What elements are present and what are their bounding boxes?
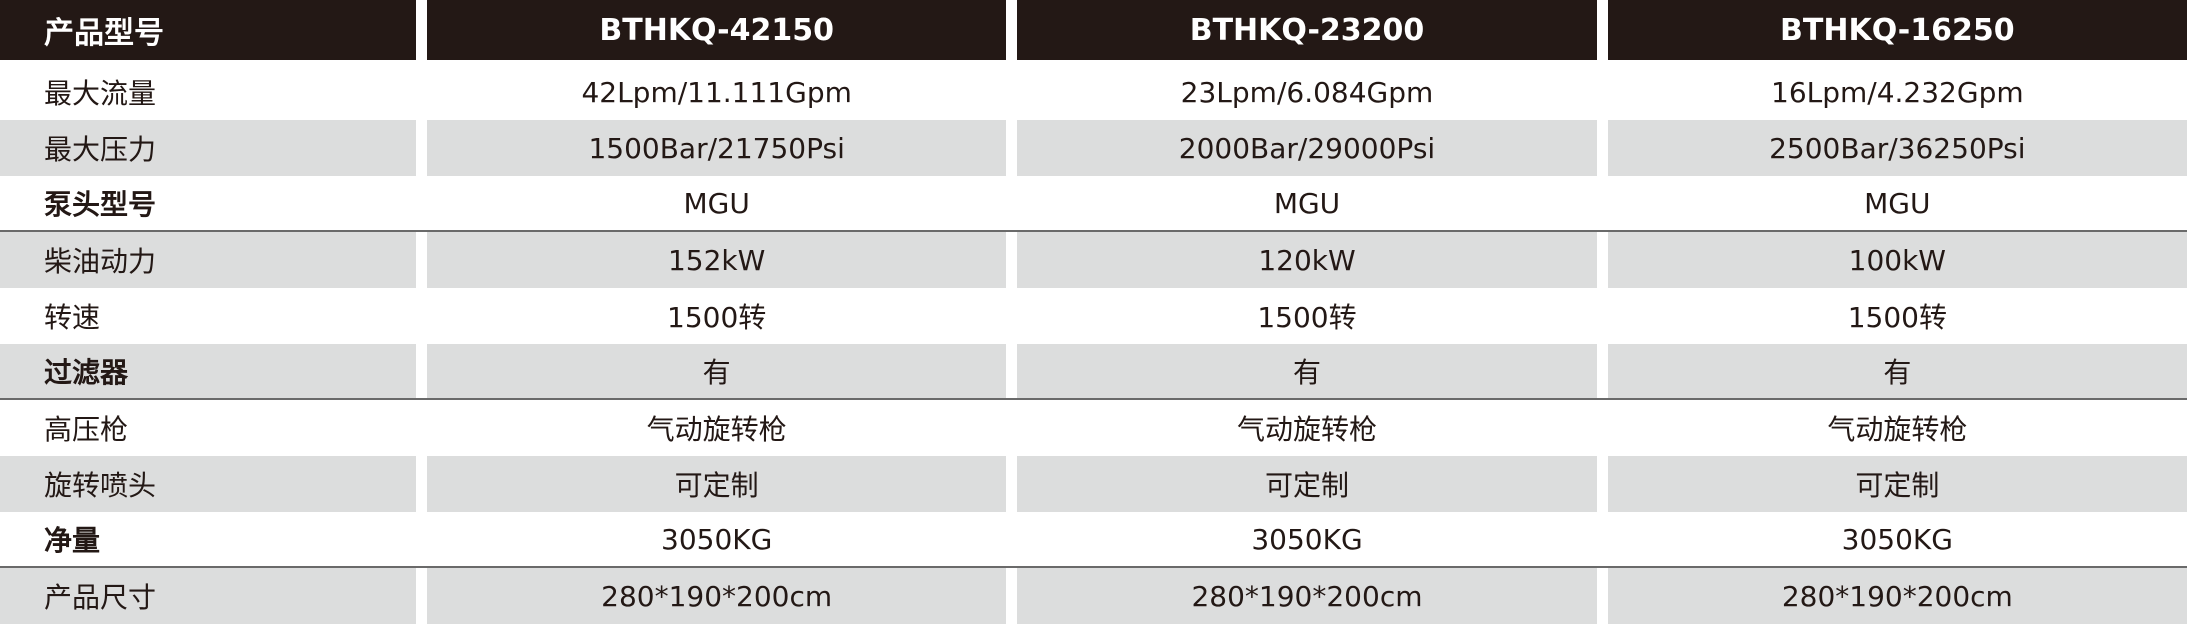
cell-value: MGU [1273,186,1341,220]
row-label: 泵头型号 [44,188,157,221]
cell-value: 3050KG [661,522,773,556]
cell-value: 2500Bar/36250Psi [1607,120,2187,176]
cell-value: 1500转 [667,301,767,334]
header-row: 产品型号 BTHKQ-42150 BTHKQ-23200 BTHKQ-16250 [0,0,2187,64]
data-row: 柴油动力 152kW 120kW 100kW [0,232,2187,288]
cell-value: MGU [1864,186,1931,220]
cell-value: 42Lpm/11.111Gpm [581,75,852,109]
row-label: 产品型号 [0,0,416,60]
cell-value: 280*190*200cm [1017,568,1597,624]
cell-value: 280*190*200cm [427,568,1007,624]
cell-value: 3050KG [1251,522,1363,556]
cell-value: 可定制 [1607,456,2187,512]
cell-value: 气动旋转枪 [1827,413,1968,446]
data-row: 产品尺寸 280*190*200cm 280*190*200cm 280*190*20… [0,568,2187,624]
cell-value: 1500Bar/21750Psi [427,120,1007,176]
cell-value: 可定制 [1017,456,1597,512]
cell-value: 2000Bar/29000Psi [1017,120,1597,176]
cell-value: 可定制 [427,456,1007,512]
data-row: 净量 3050KG 3050KG 3050KG [0,512,2187,568]
cell-value: BTHKQ-16250 [1607,0,2187,60]
cell-value: BTHKQ-23200 [1017,0,1597,60]
cell-value: 1500转 [1257,301,1357,334]
cell-value: 100kW [1607,232,2187,288]
row-label: 净量 [44,524,101,557]
row-label: 过滤器 [0,344,416,398]
cell-value: MGU [683,186,750,220]
cell-value: 有 [427,344,1007,398]
cell-value: 有 [1017,344,1597,398]
cell-value: 3050KG [1841,522,1953,556]
row-label: 最大流量 [44,77,157,110]
row-label: 旋转喷头 [0,456,416,512]
row-label: 转速 [44,301,101,334]
row-label: 最大压力 [0,120,416,176]
cell-value: BTHKQ-42150 [427,0,1007,60]
cell-value: 1500转 [1847,301,1947,334]
cell-value: 280*190*200cm [1607,568,2187,624]
cell-value: 152kW [427,232,1007,288]
cell-value: 气动旋转枪 [1236,413,1377,446]
row-label: 高压枪 [44,413,129,446]
data-row: 高压枪 气动旋转枪 气动旋转枪 气动旋转枪 [0,400,2187,456]
cell-value: 有 [1607,344,2187,398]
data-row: 最大流量 42Lpm/11.111Gpm 23Lpm/6.084Gpm 16Lpm/4… [0,64,2187,120]
cell-value: 气动旋转枪 [646,413,787,446]
cell-value: 16Lpm/4.232Gpm [1771,75,2024,109]
data-row: 泵头型号 MGU MGU MGU [0,176,2187,232]
data-row: 过滤器有有有 [0,344,2187,400]
cell-value: 23Lpm/6.084Gpm [1180,75,1434,109]
data-row: 旋转喷头 可定制 可定制 可定制 [0,456,2187,512]
row-label: 产品尺寸 [0,568,416,624]
data-row: 最大压力 1500Bar/21750Psi 2000Bar/29000Psi 2500… [0,120,2187,176]
row-label: 柴油动力 [0,232,416,288]
data-row: 转速 1500转 1500转 1500转 [0,288,2187,344]
cell-value: 120kW [1017,232,1597,288]
